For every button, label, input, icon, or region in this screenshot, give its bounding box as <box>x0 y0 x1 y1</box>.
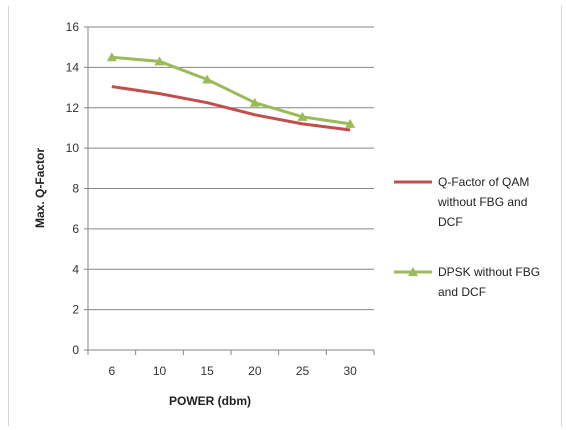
series-2-marker <box>297 111 308 121</box>
x-tick-label: 30 <box>343 364 357 378</box>
y-tick-label: 4 <box>72 262 79 276</box>
chart-frame <box>8 6 562 426</box>
y-tick-label: 6 <box>72 222 79 236</box>
x-tick-label: 20 <box>248 364 262 378</box>
series-layer <box>106 52 356 132</box>
legend: Q-Factor of QAM without FBG and DCF DPSK wi… <box>394 175 540 299</box>
y-tick-label: 12 <box>66 101 80 115</box>
series-2-marker <box>345 118 356 128</box>
y-axis-ticks: 0 2 4 6 8 10 12 14 16 <box>66 20 88 357</box>
y-axis-title: Max. Q-Factor <box>33 148 47 228</box>
y-tick-label: 8 <box>72 182 79 196</box>
legend-marker-2 <box>408 267 418 276</box>
y-tick-label: 14 <box>66 60 80 74</box>
y-tick-label: 0 <box>72 343 79 357</box>
x-tick-label: 6 <box>108 364 115 378</box>
x-tick-label: 15 <box>200 364 214 378</box>
y-tick-label: 16 <box>66 20 80 34</box>
y-tick-label: 10 <box>66 141 80 155</box>
series-2-marker <box>202 74 213 84</box>
x-axis-ticks: 6 10 15 20 25 30 <box>87 350 375 378</box>
legend-label-1: DCF <box>438 215 463 229</box>
legend-label-2: and DCF <box>438 285 486 299</box>
series-line-2 <box>111 55 351 126</box>
gridlines <box>87 26 374 351</box>
series-2-marker <box>106 52 117 62</box>
series-line-1 <box>111 85 351 132</box>
series-2-marker <box>249 97 260 107</box>
series-2-marker <box>154 56 165 66</box>
y-tick-label: 2 <box>72 303 79 317</box>
x-tick-label: 10 <box>153 364 167 378</box>
x-tick-label: 25 <box>296 364 310 378</box>
legend-label-2: DPSK without FBG <box>438 265 540 279</box>
x-axis-title: POWER (dbm) <box>169 394 251 408</box>
legend-label-1: without FBG and <box>437 195 527 209</box>
legend-label-1: Q-Factor of QAM <box>438 175 529 189</box>
